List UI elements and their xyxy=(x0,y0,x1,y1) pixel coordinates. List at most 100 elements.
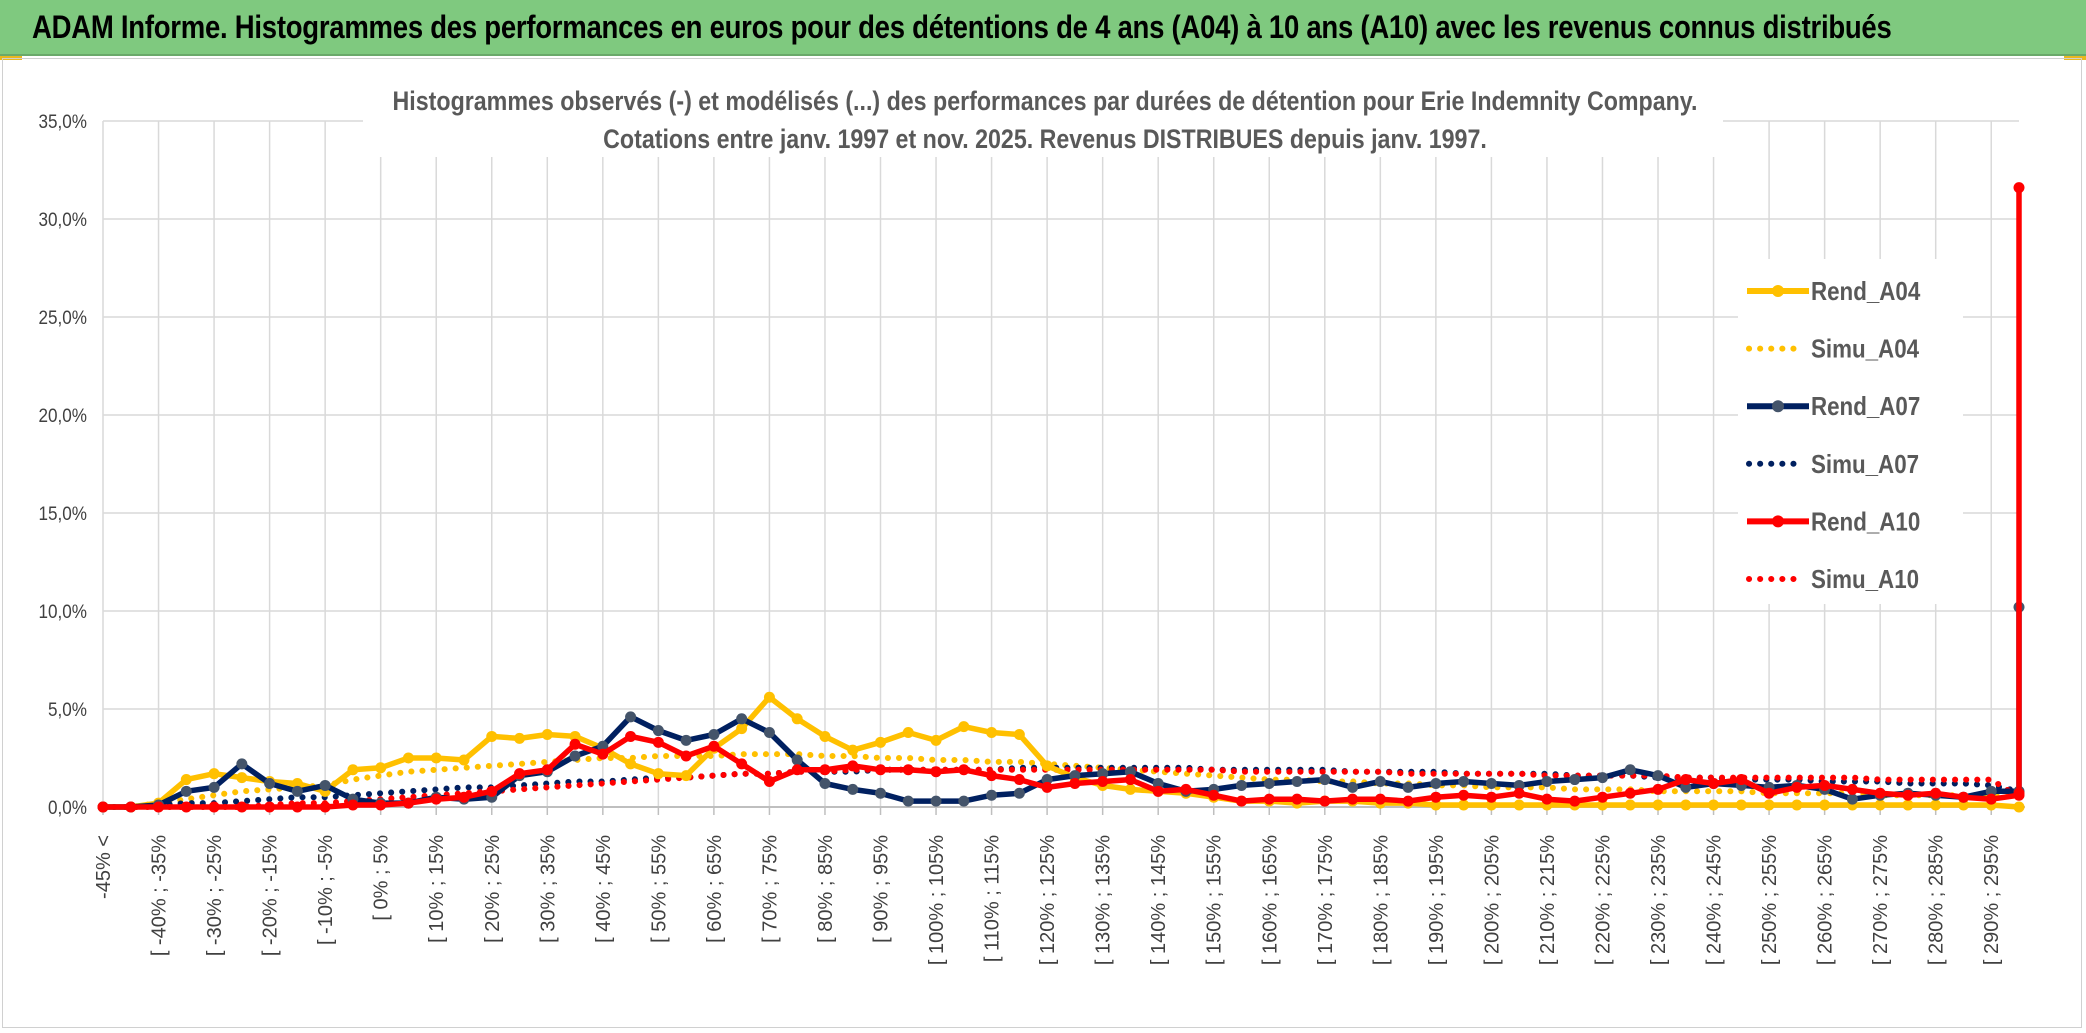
data-point xyxy=(1957,799,1969,811)
data-point xyxy=(680,734,692,746)
y-tick-label: 30,0% xyxy=(39,209,87,230)
legend-label: Simu_A04 xyxy=(1811,335,1920,364)
x-tick-label: [ 280% ; 285% xyxy=(1926,835,1948,965)
legend-item: Simu_A07 xyxy=(1746,450,1919,479)
data-point xyxy=(569,738,581,750)
data-point xyxy=(1624,799,1636,811)
data-point xyxy=(1596,772,1608,784)
legend-label: Rend_A10 xyxy=(1811,508,1920,537)
data-point xyxy=(125,801,137,813)
data-point xyxy=(486,785,498,797)
data-point xyxy=(1541,793,1553,805)
x-tick-label: [ -10% ; -5% xyxy=(315,835,337,945)
legend-item: Rend_A04 xyxy=(1747,277,1921,306)
data-point xyxy=(1541,776,1553,788)
data-point xyxy=(1374,793,1386,805)
data-point xyxy=(847,744,859,756)
x-tick-label: [ 70% ; 75% xyxy=(759,835,781,943)
x-tick-label: [ 270% ; 275% xyxy=(1870,835,1892,965)
legend-item: Simu_A10 xyxy=(1746,565,1919,594)
x-tick-label: [ 0% ; 5% xyxy=(371,835,393,921)
data-point xyxy=(1791,781,1803,793)
data-point xyxy=(736,723,748,735)
series-rend-a10 xyxy=(97,182,2025,813)
data-point xyxy=(514,732,526,744)
chart-legend: Rend_A04 Simu_A04 Rend_A07 Simu_A07 Rend_A10… xyxy=(1738,259,1963,604)
data-point xyxy=(625,730,637,742)
x-tick-label: [ -30% ; -25% xyxy=(204,835,226,956)
data-point xyxy=(1680,774,1692,786)
data-point xyxy=(1708,799,1720,811)
data-point xyxy=(1124,783,1136,795)
histogram-chart: 0,0% 5,0% 10,0% 15,0% 20,0% 25,0% 30,0% 35,0% -… xyxy=(39,79,2025,965)
data-point xyxy=(1263,793,1275,805)
x-tick-label: [ 150% ; 155% xyxy=(1204,835,1226,965)
data-point xyxy=(1013,728,1025,740)
x-tick-label: [ 40% ; 45% xyxy=(593,835,615,943)
x-tick-label: [ 220% ; 225% xyxy=(1592,835,1614,965)
data-point xyxy=(1430,791,1442,803)
data-point xyxy=(236,772,248,784)
data-point xyxy=(791,713,803,725)
legend-label: Simu_A10 xyxy=(1811,565,1919,594)
data-point xyxy=(486,730,498,742)
data-point xyxy=(763,776,775,788)
data-point xyxy=(875,736,887,748)
legend-marker xyxy=(1772,400,1784,413)
x-tick-label: [ 180% ; 185% xyxy=(1370,835,1392,965)
data-point xyxy=(264,777,276,789)
x-tick-label: [ 100% ; 105% xyxy=(926,835,948,965)
data-point xyxy=(736,713,748,725)
x-tick-label: [ 170% ; 175% xyxy=(1315,835,1337,965)
data-point xyxy=(1569,795,1581,807)
data-point xyxy=(1458,776,1470,788)
data-point xyxy=(1735,774,1747,786)
legend-item: Simu_A04 xyxy=(1746,335,1920,364)
data-point xyxy=(958,721,970,733)
x-tick-label: [ 30% ; 35% xyxy=(537,835,559,943)
data-point xyxy=(430,793,442,805)
data-point xyxy=(1235,779,1247,791)
data-point xyxy=(1957,791,1969,803)
data-point xyxy=(375,762,387,774)
data-point xyxy=(1846,793,1858,805)
data-point xyxy=(1069,777,1081,789)
data-point xyxy=(1347,793,1359,805)
data-point xyxy=(375,799,387,811)
legend-label: Rend_A04 xyxy=(1811,277,1921,306)
y-tick-label: 25,0% xyxy=(39,307,87,328)
x-tick-label: [ 230% ; 235% xyxy=(1648,835,1670,965)
x-tick-label: -45% < xyxy=(93,835,115,899)
data-point xyxy=(291,777,303,789)
data-point xyxy=(1347,781,1359,793)
data-point xyxy=(1319,795,1331,807)
chart-title: Histogrammes observés (-) et modélisés (… xyxy=(363,79,1723,157)
data-point xyxy=(902,764,914,776)
data-point xyxy=(1513,787,1525,799)
data-point xyxy=(625,711,637,723)
x-tick-label: [ -20% ; -15% xyxy=(260,835,282,956)
data-point xyxy=(1652,799,1664,811)
data-point xyxy=(180,801,192,813)
data-point xyxy=(1624,764,1636,776)
data-point xyxy=(986,770,998,782)
data-point xyxy=(1069,770,1081,782)
x-tick-label: [ 210% ; 215% xyxy=(1537,835,1559,965)
data-point xyxy=(153,801,165,813)
chart-gridlines xyxy=(102,120,2019,808)
y-tick-label: 0,0% xyxy=(48,797,87,818)
data-point xyxy=(1319,774,1331,786)
x-tick-label: [ 10% ; 15% xyxy=(426,835,448,943)
x-tick-label: [ 120% ; 125% xyxy=(1037,835,1059,965)
x-tick-label: [ 90% ; 95% xyxy=(871,835,893,943)
data-point xyxy=(986,727,998,739)
data-point xyxy=(1041,760,1053,772)
chart-series xyxy=(97,182,2025,813)
series-simu-a10 xyxy=(100,766,2022,810)
data-point xyxy=(958,764,970,776)
data-point xyxy=(1013,787,1025,799)
data-point xyxy=(458,791,470,803)
data-point xyxy=(680,750,692,762)
data-point xyxy=(569,730,581,742)
data-point xyxy=(180,785,192,797)
